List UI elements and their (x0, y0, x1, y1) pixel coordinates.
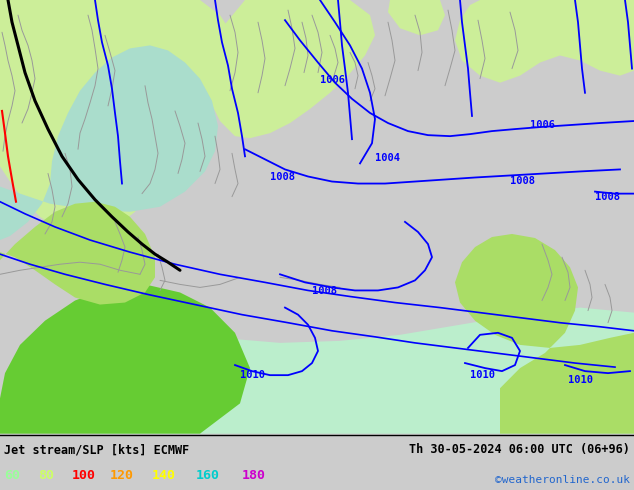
Text: 80: 80 (38, 469, 54, 483)
Text: 1004: 1004 (375, 153, 400, 163)
Text: 140: 140 (152, 469, 176, 483)
Polygon shape (80, 288, 634, 434)
Polygon shape (0, 0, 155, 237)
Polygon shape (0, 0, 70, 111)
Text: 160: 160 (196, 469, 220, 483)
Text: 180: 180 (242, 469, 266, 483)
Polygon shape (455, 0, 634, 83)
Text: 60: 60 (4, 469, 20, 483)
Polygon shape (8, 0, 235, 234)
Text: Jet stream/SLP [kts] ECMWF: Jet stream/SLP [kts] ECMWF (4, 443, 190, 456)
Text: 1010: 1010 (240, 370, 265, 380)
Text: 1010: 1010 (568, 375, 593, 385)
Text: 100: 100 (72, 469, 96, 483)
Text: 1006: 1006 (530, 120, 555, 130)
Polygon shape (580, 0, 634, 32)
Text: 1010: 1010 (470, 370, 495, 380)
Text: 1006: 1006 (320, 74, 345, 85)
Text: 1008: 1008 (595, 192, 620, 202)
Text: 1008: 1008 (270, 172, 295, 181)
Text: ©weatheronline.co.uk: ©weatheronline.co.uk (495, 475, 630, 485)
Polygon shape (0, 284, 250, 434)
Text: 1008: 1008 (510, 175, 535, 186)
Polygon shape (0, 202, 155, 348)
Polygon shape (455, 234, 634, 434)
Text: 1008: 1008 (312, 287, 337, 296)
Polygon shape (160, 0, 375, 138)
Text: Th 30-05-2024 06:00 UTC (06+96): Th 30-05-2024 06:00 UTC (06+96) (409, 443, 630, 456)
Polygon shape (388, 0, 445, 35)
Polygon shape (0, 46, 218, 288)
Text: 120: 120 (110, 469, 134, 483)
